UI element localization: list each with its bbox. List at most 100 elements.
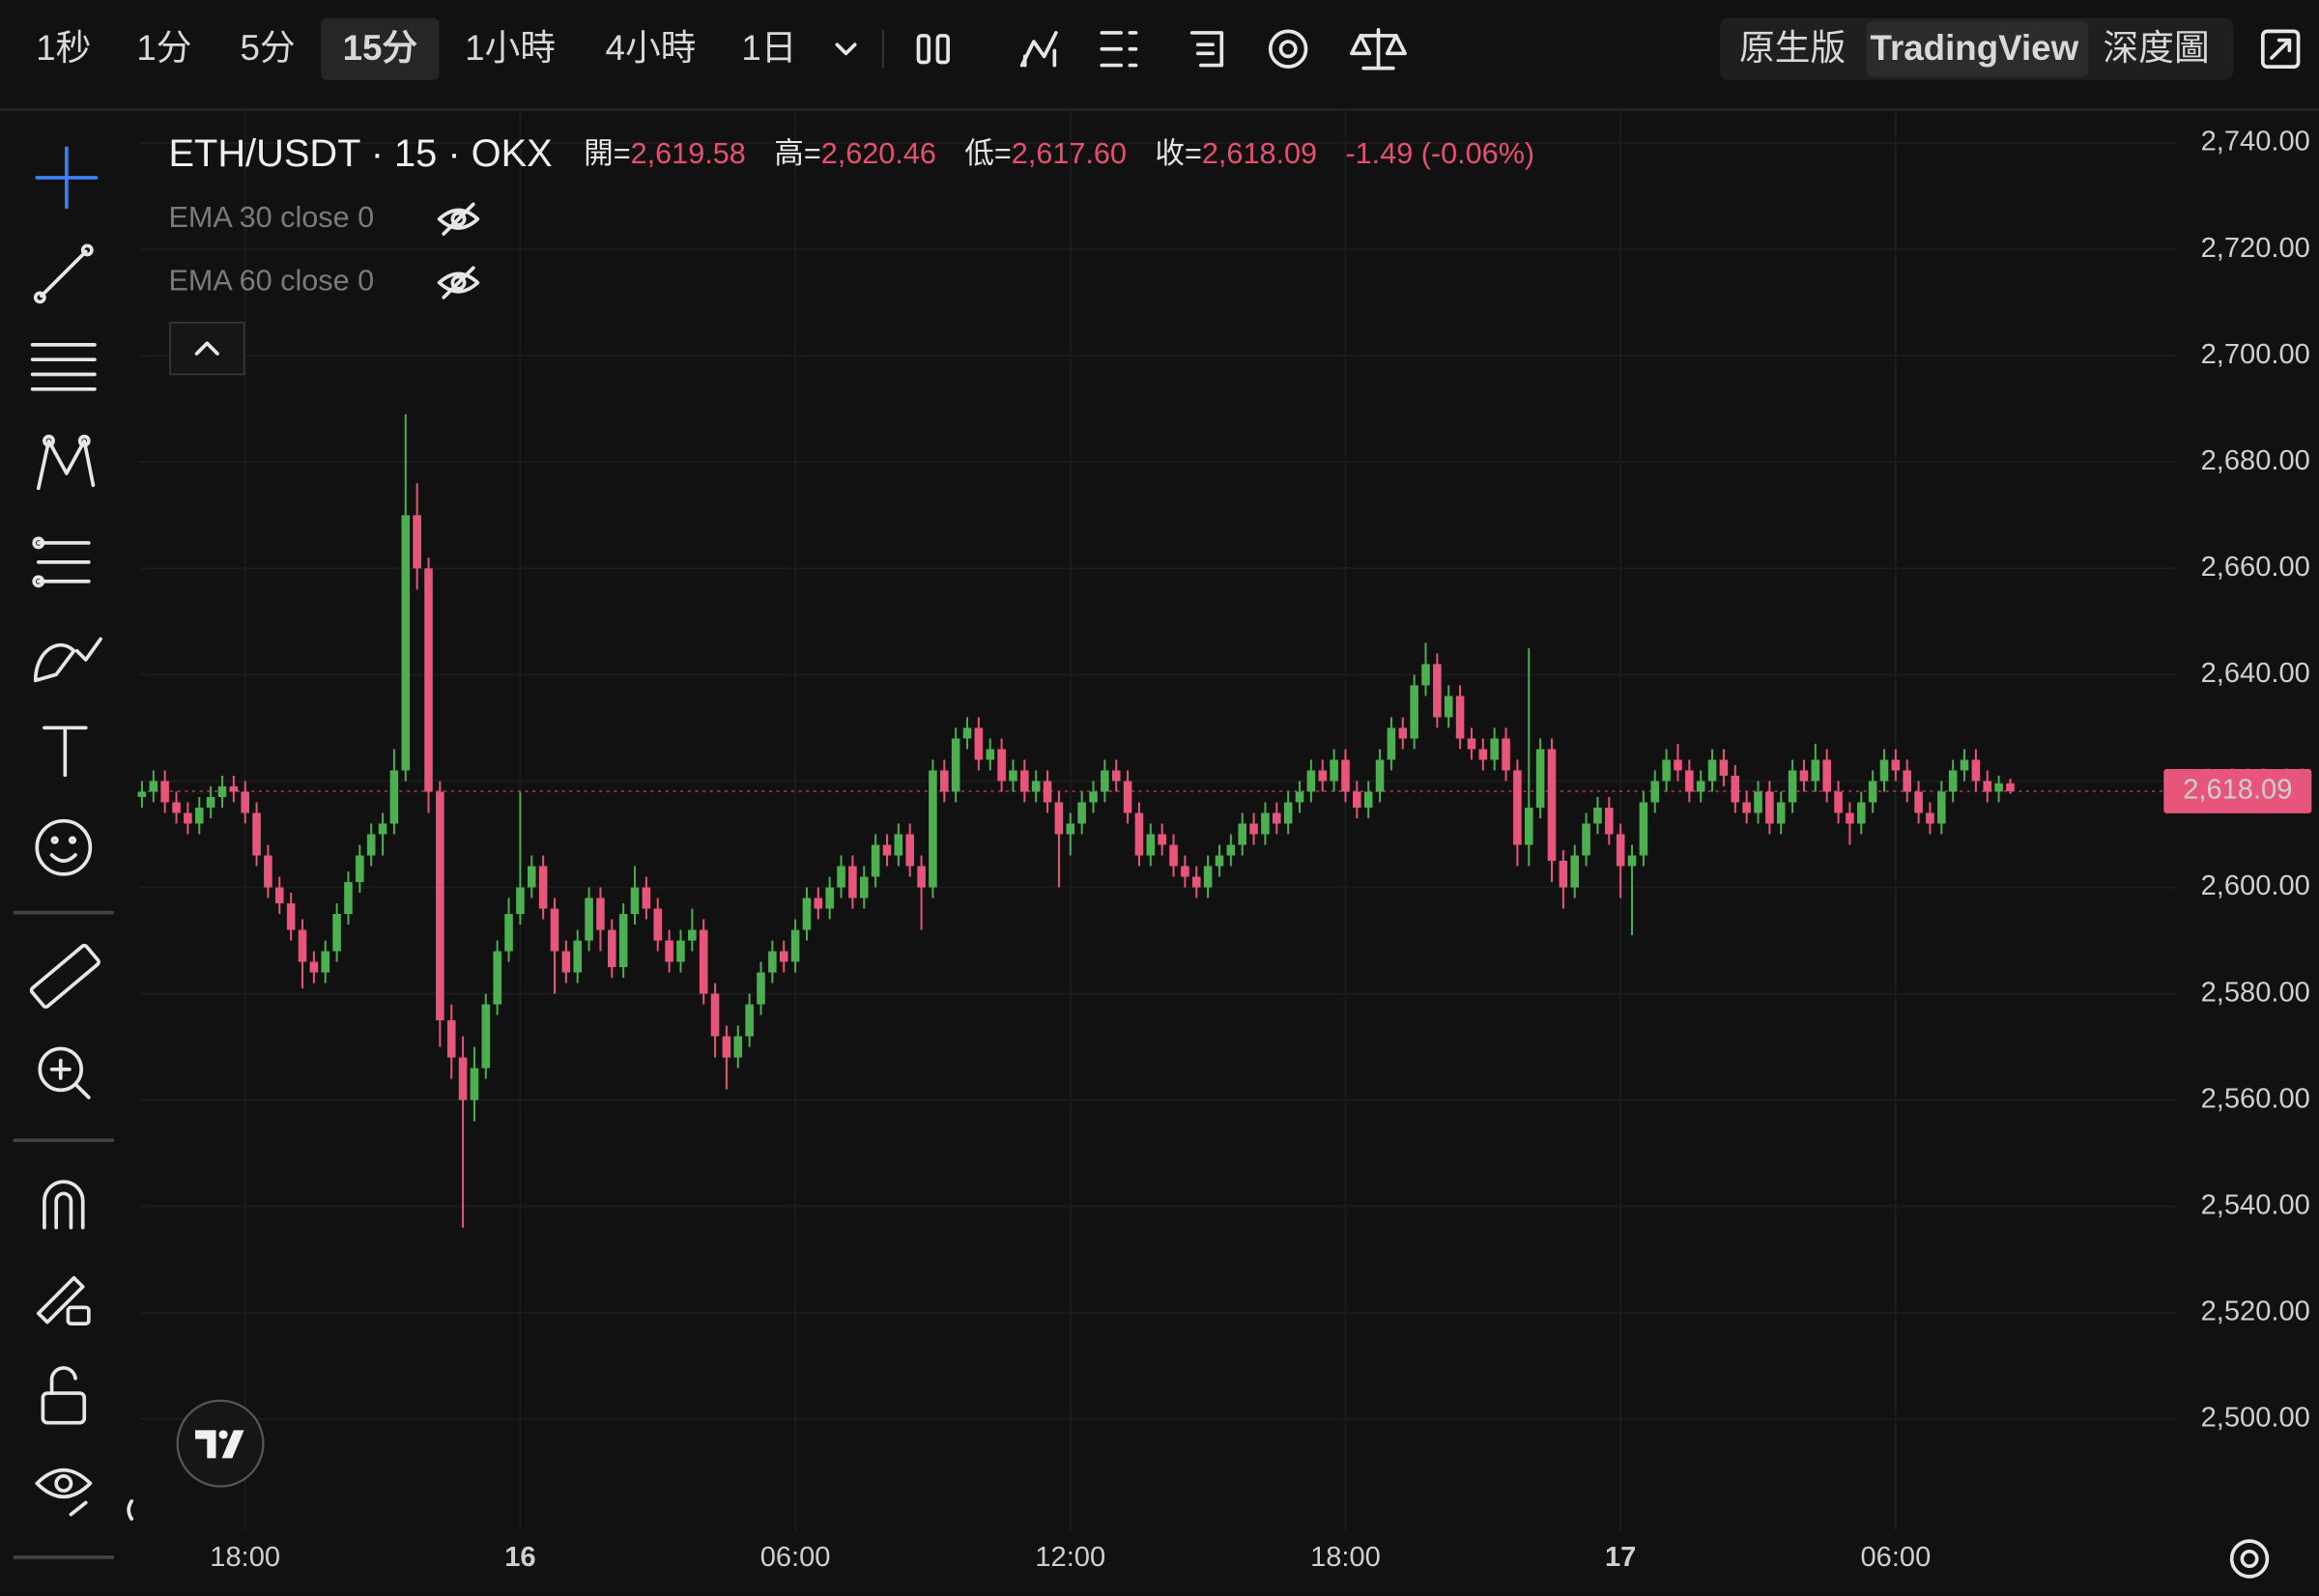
lock-tool[interactable]: [41, 1366, 87, 1425]
indicator-visibility[interactable]: [437, 202, 480, 236]
measure-tool[interactable]: [29, 943, 100, 1010]
compare-icon[interactable]: [1350, 28, 1407, 71]
x-tick-label: 18:00: [210, 1542, 280, 1573]
candle-body: [802, 898, 812, 930]
candle: [1123, 770, 1132, 824]
candle-body: [446, 1020, 456, 1058]
collapse-button[interactable]: [169, 322, 245, 376]
candle: [837, 855, 845, 898]
candle-body: [458, 1057, 468, 1100]
fullscreen-icon[interactable]: [2261, 29, 2301, 69]
candle: [160, 770, 169, 813]
fib-tool[interactable]: [30, 343, 97, 391]
sidebar-toggle[interactable]: [127, 1498, 134, 1522]
candle: [1846, 802, 1854, 845]
candle-body: [733, 1036, 743, 1058]
candle: [1318, 759, 1328, 792]
candle: [241, 781, 249, 824]
interval-dropdown[interactable]: [835, 43, 857, 56]
interval-button[interactable]: 15分: [343, 28, 418, 68]
candle: [951, 727, 960, 803]
candle-body: [871, 844, 880, 877]
candle: [470, 1046, 479, 1122]
crosshair-tool[interactable]: [35, 146, 99, 210]
high-label: 高=: [774, 137, 821, 170]
candle: [1077, 791, 1086, 835]
candle-body: [356, 855, 364, 883]
candle-body: [1043, 781, 1052, 803]
interval-button[interactable]: 4小時: [606, 28, 697, 68]
indicator-label: EMA 30 close 0: [168, 201, 374, 234]
candle-body: [1776, 802, 1786, 824]
indicator-label: EMA 60 close 0: [168, 265, 374, 298]
candle-body: [1788, 770, 1797, 803]
candle: [1811, 743, 1820, 792]
candle: [1707, 749, 1717, 792]
alert-icon[interactable]: [1189, 31, 1224, 68]
indicator-visibility[interactable]: [437, 266, 480, 299]
candle-body: [1295, 791, 1304, 803]
candle-body: [905, 834, 914, 867]
zoom-tool[interactable]: [38, 1046, 91, 1099]
interval-button[interactable]: 5分: [240, 28, 295, 68]
candle-body: [665, 940, 673, 962]
candle: [1879, 749, 1889, 792]
candle: [962, 717, 972, 750]
interval-button[interactable]: 1分: [136, 28, 191, 68]
candle-body: [1524, 807, 1533, 845]
candle: [825, 876, 834, 920]
y-tick-label: 2,540.00: [2201, 1189, 2310, 1220]
candle-body: [1031, 781, 1041, 792]
candle: [676, 929, 685, 973]
candle-body: [1387, 727, 1396, 760]
tradingview-logo[interactable]: [176, 1399, 265, 1488]
view-button[interactable]: 深度圖: [2104, 28, 2210, 68]
candle-body: [618, 914, 628, 968]
candle: [1043, 770, 1052, 813]
candle: [1616, 823, 1625, 898]
candle: [814, 887, 823, 920]
magnet-tool[interactable]: [43, 1180, 85, 1230]
trendline-tool[interactable]: [33, 243, 94, 304]
view-button[interactable]: 原生版: [1739, 28, 1846, 68]
x-tick-label: 18:00: [1310, 1542, 1381, 1573]
view-button[interactable]: TradingView: [1871, 28, 2079, 68]
candle-body: [1191, 876, 1201, 888]
indicators-icon[interactable]: [1019, 31, 1058, 68]
candle-body: [1123, 781, 1132, 813]
candle: [1822, 749, 1831, 803]
pattern-tool[interactable]: [36, 434, 96, 491]
text-tool[interactable]: [43, 726, 88, 778]
layout-icon[interactable]: [1100, 31, 1138, 68]
y-tick-label: 2,520.00: [2201, 1296, 2310, 1326]
candle-body: [596, 898, 605, 930]
candle: [1799, 759, 1809, 792]
interval-button[interactable]: 1秒: [36, 28, 91, 68]
candle: [424, 557, 433, 813]
hide-tool[interactable]: [35, 1468, 93, 1517]
lock-drawing-tool[interactable]: [36, 1275, 91, 1325]
forecast-tool[interactable]: [32, 536, 91, 588]
candle: [859, 866, 869, 909]
candle: [1410, 674, 1418, 750]
interval-button[interactable]: 1小時: [465, 28, 556, 68]
candle-body: [1238, 823, 1246, 845]
interval-button[interactable]: 1日: [741, 28, 796, 68]
candle-body: [1960, 759, 1969, 771]
y-tick-label: 2,640.00: [2201, 658, 2310, 689]
candle-body: [757, 972, 765, 1005]
candle-body: [1101, 770, 1109, 792]
settings-icon[interactable]: [1268, 29, 1308, 69]
candle-body: [550, 908, 559, 952]
brush-tool[interactable]: [33, 637, 102, 683]
candle: [630, 866, 640, 926]
candle-body: [321, 951, 330, 973]
emoji-tool[interactable]: [35, 818, 93, 876]
candle: [1363, 781, 1373, 818]
chart-settings-button[interactable]: [2229, 1539, 2270, 1579]
candle-body: [1696, 781, 1705, 792]
y-tick-label: 2,600.00: [2201, 870, 2310, 901]
candle-type-icon[interactable]: [916, 34, 950, 65]
